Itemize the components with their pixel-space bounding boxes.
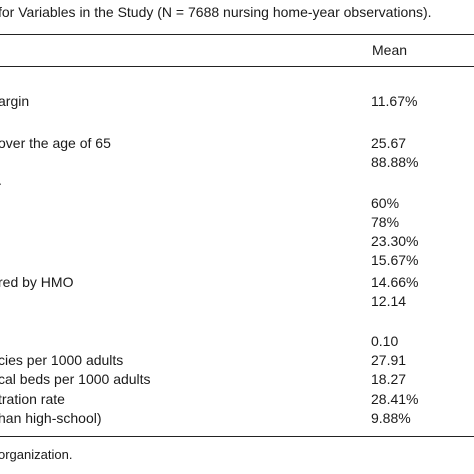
- table-row: 78%: [0, 212, 474, 232]
- table-row: .: [0, 170, 474, 190]
- row-label: .: [0, 170, 2, 190]
- row-value: 12.14: [371, 293, 407, 309]
- table-row: red by HMO 14.66%: [0, 272, 474, 292]
- row-value: 27.91: [371, 352, 407, 368]
- row-label: tration rate: [0, 391, 65, 407]
- row-label: argin: [0, 93, 30, 109]
- row-label: red by HMO: [0, 274, 74, 290]
- table-footnote: organization.: [0, 447, 73, 462]
- table-bottom-rule: [0, 436, 474, 437]
- table-row: cies per 1000 adults 27.91: [0, 350, 474, 370]
- table-row: over the age of 65 25.67: [0, 133, 474, 153]
- row-value: 23.30%: [371, 233, 419, 249]
- table-caption: for Variables in the Study (N = 7688 nur…: [0, 4, 432, 20]
- table-row: 12.14: [0, 291, 474, 311]
- row-label: over the age of 65: [0, 135, 111, 151]
- table-header-rule: [0, 66, 474, 67]
- row-value: 60%: [371, 195, 400, 211]
- row-value: 11.67%: [371, 93, 418, 109]
- table-top-rule: [0, 34, 474, 35]
- row-value: 28.41%: [371, 391, 419, 407]
- table-row: argin 11.67%: [0, 91, 474, 111]
- row-label: cal beds per 1000 adults: [0, 371, 151, 387]
- row-label: cies per 1000 adults: [0, 352, 124, 368]
- table-row: cal beds per 1000 adults 18.27: [0, 369, 474, 389]
- table-row: 88.88%: [0, 152, 474, 172]
- table-row: 0.10: [0, 331, 474, 351]
- row-value: 88.88%: [371, 154, 419, 170]
- row-value: 78%: [371, 214, 400, 230]
- table-row: 15.67%: [0, 250, 474, 270]
- row-value: 15.67%: [371, 252, 419, 268]
- row-value: 0.10: [371, 333, 399, 349]
- column-header-mean: Mean: [372, 42, 408, 58]
- row-value: 25.67: [371, 135, 407, 151]
- table-row: 60%: [0, 193, 474, 213]
- row-label: han high-school): [0, 410, 102, 426]
- table-row: han high-school) 9.88%: [0, 408, 474, 428]
- row-value: 18.27: [371, 371, 407, 387]
- table-row: 23.30%: [0, 231, 474, 251]
- table-row: tration rate 28.41%: [0, 389, 474, 409]
- row-value: 9.88%: [371, 410, 411, 426]
- row-value: 14.66%: [371, 274, 419, 290]
